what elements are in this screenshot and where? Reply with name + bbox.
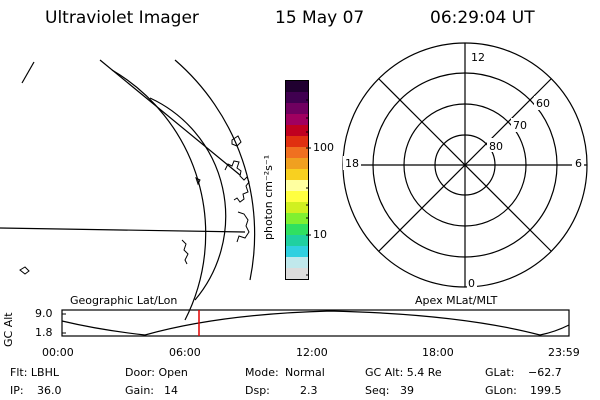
mlat-label-60: 60 xyxy=(536,97,550,110)
altplot-xtick-0: 00:00 xyxy=(42,346,74,359)
colorbar-segment-4 xyxy=(286,224,308,235)
coastline-4 xyxy=(181,239,189,265)
geo-lat-arc-1 xyxy=(149,97,227,301)
coastline-5 xyxy=(19,266,30,275)
colorbar-segment-7 xyxy=(286,191,308,202)
colorbar-segment-1 xyxy=(286,257,308,268)
intensity-colorbar xyxy=(285,80,309,280)
altplot-frame xyxy=(61,309,570,337)
geo-lat-arc-2 xyxy=(111,69,207,321)
geo-lat-arc-3 xyxy=(174,59,256,281)
seq-label: Seq: xyxy=(365,384,390,397)
geographic-panel-title: Geographic Lat/Lon xyxy=(70,294,178,307)
colorbar-segment-16 xyxy=(286,92,308,103)
altplot-xtick-2: 12:00 xyxy=(296,346,328,359)
colorbar-segment-8 xyxy=(286,180,308,191)
altplot-ytick-top: 9.0 xyxy=(35,307,53,320)
filter-info: Flt: LBHL xyxy=(10,366,59,379)
geo-meridian-1 xyxy=(99,59,241,176)
polar-diagonal-2 xyxy=(378,78,552,252)
colorbar-segment-0 xyxy=(286,268,308,279)
mlt-label-6: 6 xyxy=(575,157,582,170)
geo-stroke-tl xyxy=(21,61,35,84)
coastline-2 xyxy=(231,135,242,147)
mode-value: Normal xyxy=(285,366,325,379)
gain-label: Gain: xyxy=(125,384,154,397)
glon-label: GLon: xyxy=(485,384,517,397)
gain-value: 14 xyxy=(164,384,178,397)
colorbar-segment-6 xyxy=(286,202,308,213)
mlat-label-80: 80 xyxy=(489,140,503,153)
glon-value: 199.5 xyxy=(530,384,562,397)
door-info: Door: Open xyxy=(125,366,188,379)
date-label: 15 May 07 xyxy=(275,8,365,28)
colorbar-segment-17 xyxy=(286,81,308,92)
coastline-3 xyxy=(236,211,250,243)
colorbar-segment-12 xyxy=(286,136,308,147)
altplot-ylabel: GC Alt xyxy=(2,312,15,347)
colorbar-segment-14 xyxy=(286,114,308,125)
altplot-ytick-bottom: 1.8 xyxy=(35,326,53,339)
colorbar-segment-10 xyxy=(286,158,308,169)
gc-altitude-plot xyxy=(61,309,570,337)
gc-alt-info: GC Alt: 5.4 Re xyxy=(365,366,442,379)
colorbar-segment-15 xyxy=(286,103,308,114)
colorbar-segment-13 xyxy=(286,125,308,136)
instrument-title: Ultraviolet Imager xyxy=(45,8,199,28)
mlt-label-12: 12 xyxy=(471,51,485,64)
colorbar-segment-2 xyxy=(286,246,308,257)
dsp-value: 2.3 xyxy=(300,384,318,397)
glat-value: −62.7 xyxy=(528,366,562,379)
colorbar-tick-100: 100 xyxy=(313,141,334,154)
altplot-xtick-1: 06:00 xyxy=(169,346,201,359)
altplot-xtick-4: 23:59 xyxy=(548,346,580,359)
geo-meridian-2 xyxy=(0,227,246,233)
apex-panel-title: Apex MLat/MLT xyxy=(415,294,498,307)
colorbar-segment-9 xyxy=(286,169,308,180)
colorbar-unit-label: photon cm⁻²s⁻¹ xyxy=(262,154,275,240)
colorbar-segment-5 xyxy=(286,213,308,224)
glat-label: GLat: xyxy=(485,366,515,379)
mlt-label-0: 0 xyxy=(468,277,475,290)
mlt-label-18: 18 xyxy=(345,157,359,170)
colorbar-tick-10: 10 xyxy=(313,228,327,241)
altplot-xtick-3: 18:00 xyxy=(422,346,454,359)
dsp-label: Dsp: xyxy=(245,384,270,397)
ip-label: IP: xyxy=(10,384,24,397)
polar-mlat-mlt-plot: 12 18 6 0 60 70 80 xyxy=(342,42,588,290)
coastline-6 xyxy=(195,177,201,186)
colorbar-segment-3 xyxy=(286,235,308,246)
coastline-1 xyxy=(224,160,250,203)
mode-label: Mode: xyxy=(245,366,279,379)
mlat-label-70: 70 xyxy=(513,119,527,132)
colorbar-ticks xyxy=(306,99,311,276)
ip-value: 36.0 xyxy=(37,384,62,397)
time-label: 06:29:04 UT xyxy=(430,8,535,28)
colorbar-segment-11 xyxy=(286,147,308,158)
seq-value: 39 xyxy=(400,384,414,397)
altitude-curve xyxy=(61,310,570,336)
